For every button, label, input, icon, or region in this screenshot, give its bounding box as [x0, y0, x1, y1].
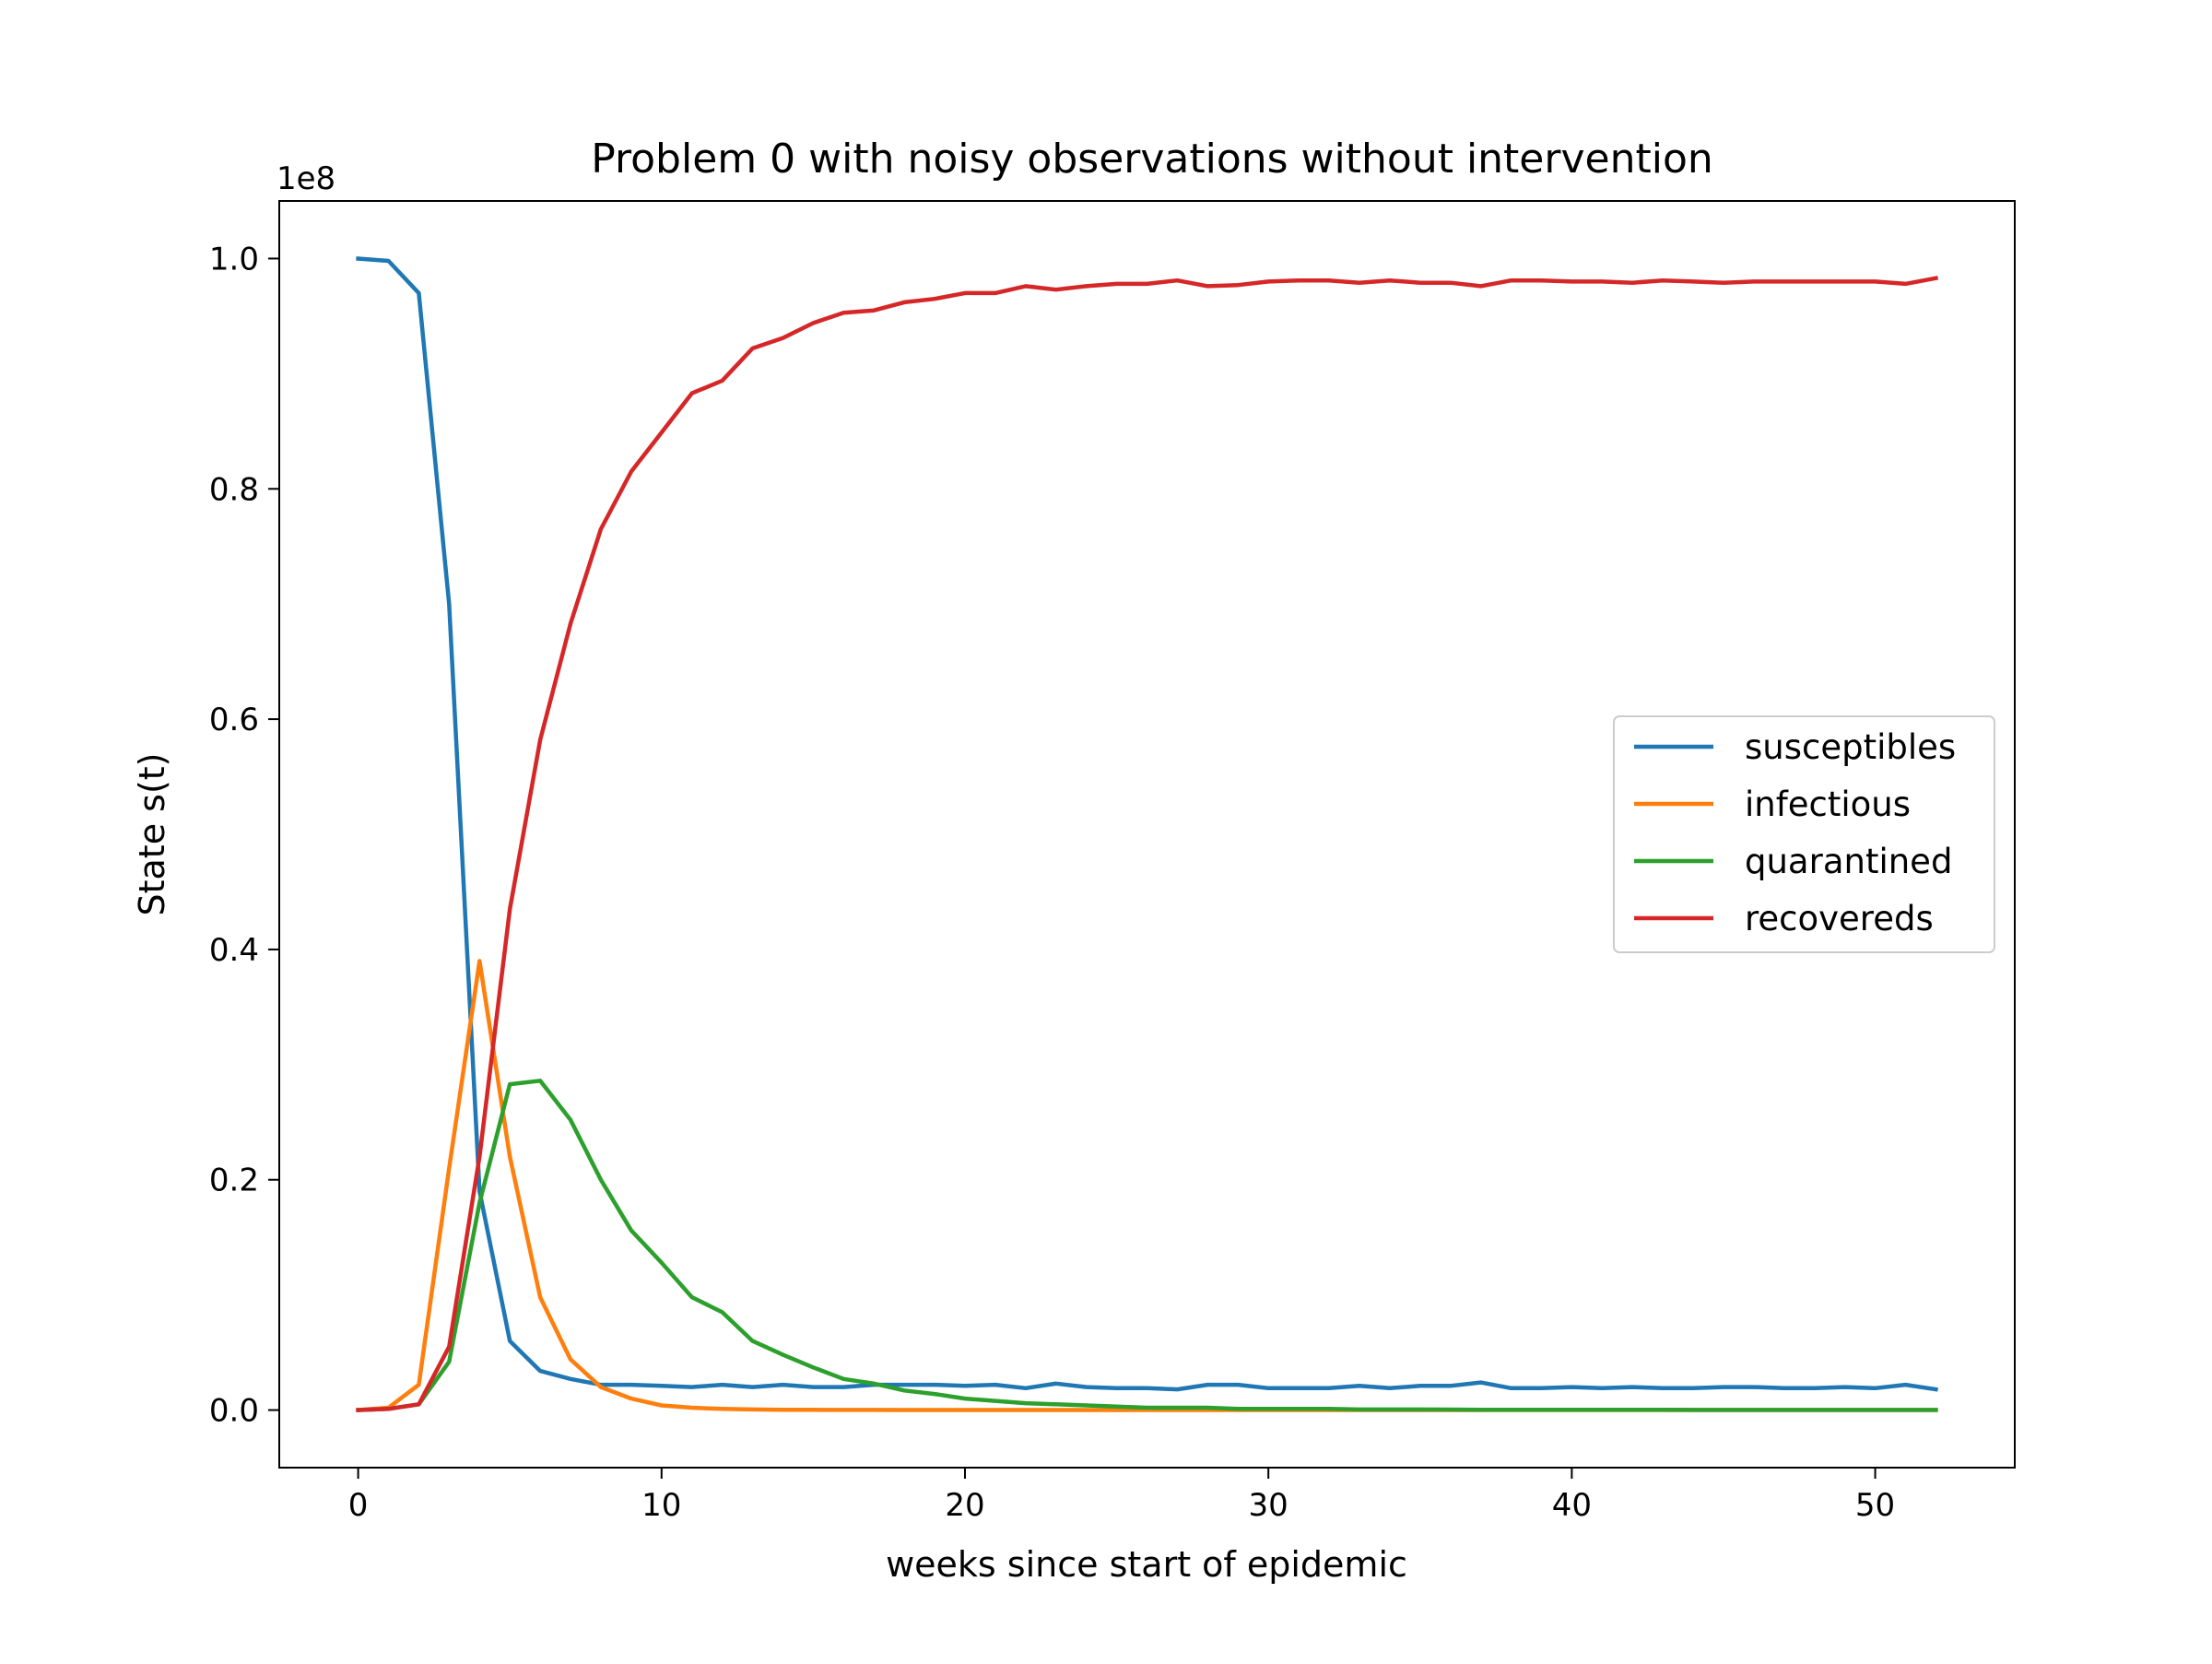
x-axis-ticks: 0 10 20 30 40 50: [348, 1468, 1895, 1524]
x-tick-label: 0: [348, 1487, 369, 1524]
series-line-quarantined: [356, 1079, 1938, 1412]
legend-label-quarantined: quarantined: [1745, 842, 1952, 881]
y-tick-label: 0.4: [209, 932, 259, 969]
series-line-recovereds: [356, 276, 1939, 1412]
x-tick-label: 20: [945, 1487, 984, 1524]
x-axis-label: weeks since start of epidemic: [886, 1544, 1407, 1585]
plot-series-group: [356, 256, 1939, 1412]
y-axis-offset-label: 1e8: [276, 160, 335, 197]
y-tick-label: 0.0: [209, 1393, 259, 1430]
legend-label-infectious: infectious: [1745, 785, 1911, 824]
legend-box: [1613, 715, 1995, 953]
x-tick-label: 50: [1855, 1487, 1895, 1524]
legend: susceptibles infectious quarantined recover…: [1613, 715, 1995, 953]
y-tick-label: 1.0: [209, 241, 259, 277]
y-tick-label: 0.8: [209, 471, 259, 508]
chart-title: Problem 0 with noisy observations withou…: [591, 136, 1713, 183]
x-tick-label: 10: [641, 1487, 681, 1524]
legend-label-susceptibles: susceptibles: [1745, 727, 1956, 767]
plot-area-frame: [278, 200, 2016, 1469]
x-tick-label: 30: [1249, 1487, 1288, 1524]
y-axis-label: State s(t): [132, 752, 172, 915]
x-tick-label: 40: [1552, 1487, 1592, 1524]
legend-label-recovereds: recovereds: [1745, 899, 1934, 938]
y-tick-label: 0.2: [209, 1162, 259, 1199]
y-axis-ticks: 0.0 0.2 0.4 0.6 0.8 1.0: [209, 241, 279, 1430]
series-line-susceptibles: [356, 256, 1938, 1392]
y-tick-label: 0.6: [209, 702, 259, 738]
